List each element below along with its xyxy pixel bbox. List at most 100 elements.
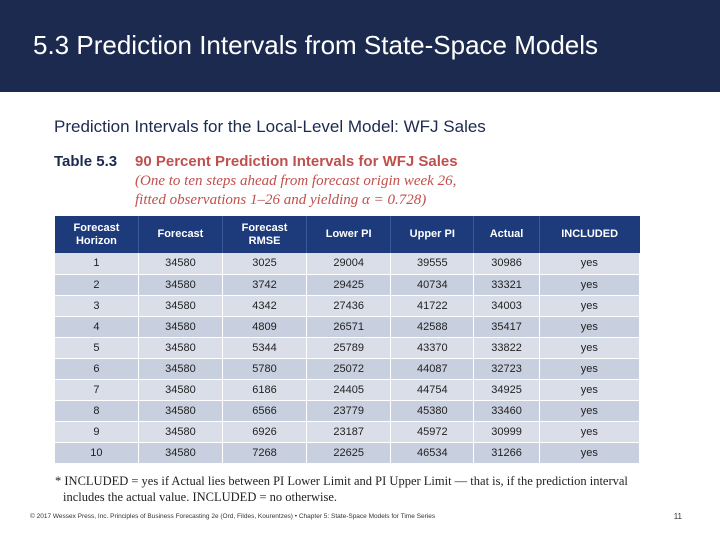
header-actual: Actual <box>473 216 540 253</box>
table-header-row: Forecast Horizon Forecast Forecast RMSE Lo… <box>55 216 640 253</box>
cell-rmse: 6926 <box>222 421 308 443</box>
cell-included: yes <box>539 358 641 380</box>
cell-included: yes <box>539 400 641 422</box>
cell-lower-pi: 29004 <box>306 253 392 275</box>
table-footnote: * INCLUDED = yes if Actual lies between … <box>55 473 675 505</box>
cell-included: yes <box>539 295 641 317</box>
cell-horizon: 2 <box>55 274 139 296</box>
cell-forecast: 34580 <box>138 421 223 443</box>
cell-actual: 33321 <box>473 274 540 296</box>
cell-included: yes <box>539 274 641 296</box>
cell-forecast: 34580 <box>138 253 223 275</box>
cell-lower-pi: 25789 <box>306 337 392 359</box>
cell-actual: 31266 <box>473 442 540 464</box>
table-body: 1 34580 3025 29004 39555 30986 yes 2 34580 3742 2… <box>55 253 641 464</box>
header-horizon: Forecast Horizon <box>55 216 139 253</box>
cell-forecast: 34580 <box>138 379 223 401</box>
cell-forecast: 34580 <box>138 442 223 464</box>
cell-included: yes <box>539 253 641 275</box>
cell-upper-pi: 44087 <box>390 358 475 380</box>
cell-lower-pi: 22625 <box>306 442 392 464</box>
cell-actual: 34925 <box>473 379 540 401</box>
table-caption-line-2: fitted observations 1–26 and yielding α … <box>135 192 427 208</box>
cell-upper-pi: 45380 <box>390 400 475 422</box>
cell-horizon: 6 <box>55 358 139 380</box>
cell-included: yes <box>539 421 641 443</box>
cell-forecast: 34580 <box>138 337 223 359</box>
title-band: 5.3 Prediction Intervals from State-Spac… <box>0 0 720 92</box>
cell-actual: 33822 <box>473 337 540 359</box>
header-included: INCLUDED <box>539 216 640 253</box>
cell-included: yes <box>539 316 641 338</box>
cell-upper-pi: 42588 <box>390 316 475 338</box>
cell-forecast: 34580 <box>138 274 223 296</box>
cell-forecast: 34580 <box>138 400 223 422</box>
cell-horizon: 1 <box>55 253 139 275</box>
cell-lower-pi: 26571 <box>306 316 392 338</box>
table-row: 8 34580 6566 23779 45380 33460 yes <box>55 400 641 422</box>
cell-lower-pi: 27436 <box>306 295 392 317</box>
table-row: 7 34580 6186 24405 44754 34925 yes <box>55 379 641 401</box>
cell-rmse: 3025 <box>222 253 308 275</box>
cell-included: yes <box>539 379 641 401</box>
cell-rmse: 5780 <box>222 358 308 380</box>
cell-actual: 32723 <box>473 358 540 380</box>
cell-rmse: 5344 <box>222 337 308 359</box>
table-row: 9 34580 6926 23187 45972 30999 yes <box>55 421 641 443</box>
prediction-interval-table: Forecast Horizon Forecast Forecast RMSE Lo… <box>55 216 641 464</box>
table-row: 2 34580 3742 29425 40734 33321 yes <box>55 274 641 296</box>
cell-upper-pi: 44754 <box>390 379 475 401</box>
cell-horizon: 5 <box>55 337 139 359</box>
table-row: 4 34580 4809 26571 42588 35417 yes <box>55 316 641 338</box>
cell-lower-pi: 23187 <box>306 421 392 443</box>
cell-lower-pi: 23779 <box>306 400 392 422</box>
cell-horizon: 8 <box>55 400 139 422</box>
cell-upper-pi: 45972 <box>390 421 475 443</box>
cell-upper-pi: 39555 <box>390 253 475 275</box>
page-number: 11 <box>673 512 682 521</box>
table-row: 6 34580 5780 25072 44087 32723 yes <box>55 358 641 380</box>
cell-lower-pi: 25072 <box>306 358 392 380</box>
cell-upper-pi: 46534 <box>390 442 475 464</box>
header-forecast: Forecast <box>138 216 223 253</box>
cell-forecast: 34580 <box>138 358 223 380</box>
cell-horizon: 4 <box>55 316 139 338</box>
cell-rmse: 4809 <box>222 316 308 338</box>
cell-upper-pi: 43370 <box>390 337 475 359</box>
cell-lower-pi: 24405 <box>306 379 392 401</box>
cell-rmse: 7268 <box>222 442 308 464</box>
cell-lower-pi: 29425 <box>306 274 392 296</box>
table-number: Table 5.3 <box>54 153 118 170</box>
cell-rmse: 4342 <box>222 295 308 317</box>
cell-horizon: 10 <box>55 442 139 464</box>
cell-included: yes <box>539 337 641 359</box>
cell-included: yes <box>539 442 641 464</box>
cell-forecast: 34580 <box>138 295 223 317</box>
cell-rmse: 6186 <box>222 379 308 401</box>
cell-actual: 35417 <box>473 316 540 338</box>
slide-subtitle: Prediction Intervals for the Local-Level… <box>54 117 486 136</box>
cell-rmse: 6566 <box>222 400 308 422</box>
cell-horizon: 9 <box>55 421 139 443</box>
copyright-notice: © 2017 Wessex Press, Inc. Principles of … <box>30 513 436 520</box>
header-upper-pi: Upper PI <box>390 216 475 253</box>
footnote-line-1: * INCLUDED = yes if Actual lies between … <box>55 474 628 488</box>
cell-horizon: 7 <box>55 379 139 401</box>
cell-upper-pi: 41722 <box>390 295 475 317</box>
cell-actual: 30986 <box>473 253 540 275</box>
table-title: 90 Percent Prediction Intervals for WFJ … <box>135 153 458 170</box>
header-lower-pi: Lower PI <box>306 216 392 253</box>
footnote-line-2: includes the actual value. INCLUDED = no… <box>63 490 337 504</box>
cell-actual: 30999 <box>473 421 540 443</box>
cell-upper-pi: 40734 <box>390 274 475 296</box>
table-row: 5 34580 5344 25789 43370 33822 yes <box>55 337 641 359</box>
cell-rmse: 3742 <box>222 274 308 296</box>
table-row: 10 34580 7268 22625 46534 31266 yes <box>55 442 641 464</box>
slide-title: 5.3 Prediction Intervals from State-Spac… <box>33 30 599 60</box>
cell-actual: 34003 <box>473 295 540 317</box>
table-row: 1 34580 3025 29004 39555 30986 yes <box>55 253 641 275</box>
table-row: 3 34580 4342 27436 41722 34003 yes <box>55 295 641 317</box>
cell-actual: 33460 <box>473 400 540 422</box>
cell-forecast: 34580 <box>138 316 223 338</box>
header-rmse: Forecast RMSE <box>222 216 308 253</box>
